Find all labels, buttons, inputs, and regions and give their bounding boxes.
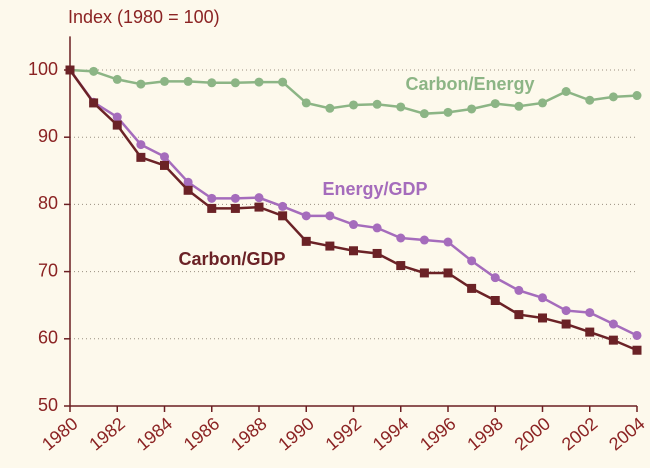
y-tick-label: 90 <box>38 126 58 146</box>
point <box>112 112 122 122</box>
point <box>372 223 382 233</box>
x-tick-label: 1994 <box>369 413 413 454</box>
point <box>207 203 217 213</box>
x-tick-label: 1988 <box>227 413 271 454</box>
point <box>585 95 595 105</box>
point <box>254 193 264 203</box>
point <box>278 211 288 221</box>
point <box>467 104 477 114</box>
x-tick-label: 2000 <box>511 413 555 454</box>
point <box>349 100 358 110</box>
point <box>490 295 500 305</box>
point <box>254 77 264 87</box>
point <box>632 330 642 340</box>
point <box>325 211 335 221</box>
point <box>443 268 453 278</box>
series-label: Carbon/GDP <box>178 249 285 269</box>
x-tick-label: 1982 <box>85 413 129 454</box>
x-tick-label: 1984 <box>133 413 177 454</box>
y-tick-label: 60 <box>38 328 58 348</box>
point <box>301 211 311 221</box>
point <box>325 241 335 251</box>
point <box>514 310 524 320</box>
point <box>561 87 571 97</box>
x-tick-label: 1992 <box>322 413 366 454</box>
point <box>443 107 453 117</box>
point <box>538 98 547 108</box>
point <box>89 98 99 108</box>
point <box>207 78 217 88</box>
point <box>585 327 595 337</box>
point <box>490 99 500 109</box>
point <box>112 120 122 130</box>
point <box>632 91 642 101</box>
point <box>561 306 571 316</box>
x-tick-label: 1996 <box>416 413 460 454</box>
y-tick-label: 70 <box>38 260 58 280</box>
point <box>183 185 193 195</box>
point <box>136 140 146 150</box>
point <box>396 233 406 243</box>
point <box>160 76 169 86</box>
point <box>419 109 429 119</box>
point <box>160 152 169 162</box>
x-tick-label: 1980 <box>38 413 82 454</box>
point <box>608 92 618 102</box>
point <box>419 268 429 278</box>
point <box>514 101 524 111</box>
point <box>207 193 217 203</box>
point <box>443 237 453 247</box>
point <box>301 98 311 108</box>
y-tick-label: 80 <box>38 193 58 213</box>
point <box>514 285 524 295</box>
point <box>230 193 240 203</box>
x-tick-label: 2004 <box>605 413 649 454</box>
point <box>538 293 547 303</box>
point <box>396 261 406 271</box>
series-label: Energy/GDP <box>322 179 427 199</box>
y-tick-label: 100 <box>28 59 58 79</box>
series-line <box>68 69 638 337</box>
point <box>230 203 240 213</box>
point <box>632 345 642 355</box>
point <box>112 74 122 84</box>
point <box>89 66 99 76</box>
x-tick-label: 2002 <box>558 413 602 454</box>
point <box>396 102 406 112</box>
point <box>278 77 288 87</box>
point <box>254 202 264 212</box>
y-axis-title: Index (1980 = 100) <box>68 7 220 27</box>
point <box>278 201 288 211</box>
x-tick-label: 1998 <box>463 413 507 454</box>
point <box>419 235 429 245</box>
point <box>65 65 75 75</box>
point <box>136 152 146 162</box>
point <box>608 319 618 329</box>
point <box>183 177 193 187</box>
series-label: Carbon/Energy <box>405 74 534 94</box>
point <box>230 78 240 88</box>
x-tick-label: 1986 <box>180 413 224 454</box>
point <box>608 335 618 345</box>
point <box>183 76 193 86</box>
series-line <box>68 69 638 352</box>
point <box>325 103 335 113</box>
point <box>136 79 146 89</box>
point <box>561 319 571 329</box>
point <box>538 313 547 323</box>
point <box>372 99 382 109</box>
point <box>349 220 358 230</box>
point <box>301 236 311 246</box>
point <box>467 256 477 266</box>
point <box>490 273 500 283</box>
x-tick-label: 1990 <box>274 413 318 454</box>
point <box>372 248 382 258</box>
point <box>160 160 169 170</box>
point <box>467 283 477 293</box>
y-tick-label: 50 <box>38 395 58 415</box>
point <box>585 308 595 318</box>
point <box>349 246 358 256</box>
